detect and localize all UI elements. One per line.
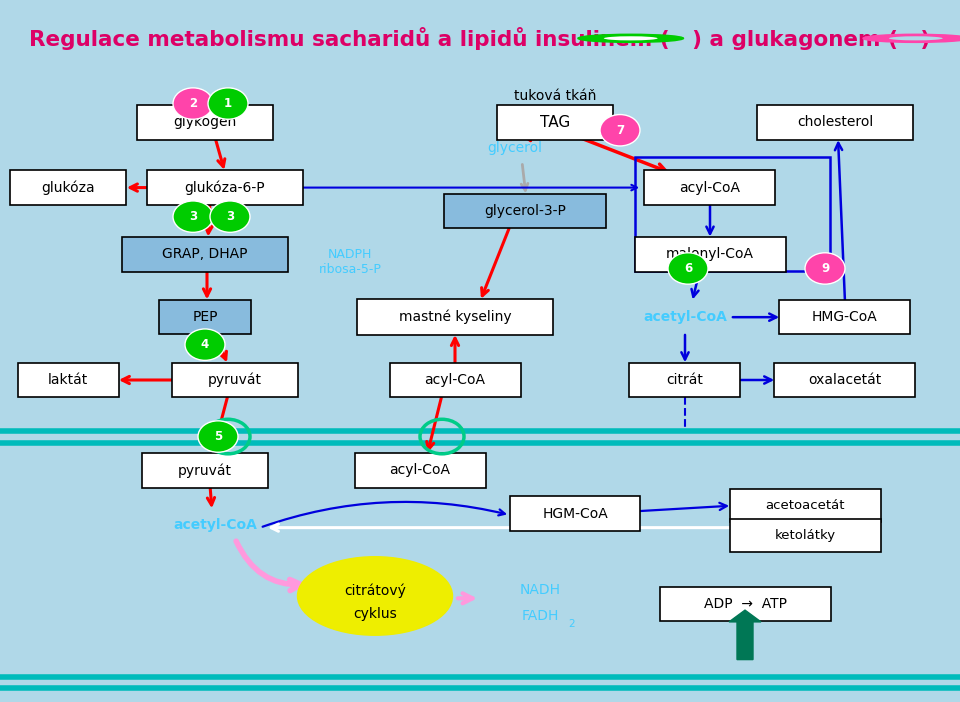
FancyBboxPatch shape xyxy=(497,105,613,140)
FancyBboxPatch shape xyxy=(644,171,776,205)
FancyBboxPatch shape xyxy=(17,363,118,397)
Text: 4: 4 xyxy=(201,338,209,351)
Text: ADP  →  ATP: ADP → ATP xyxy=(704,597,786,611)
Text: 3: 3 xyxy=(189,210,197,223)
Circle shape xyxy=(604,37,658,41)
Text: acetyl-CoA: acetyl-CoA xyxy=(173,518,257,532)
Text: citrátový: citrátový xyxy=(344,583,406,597)
Text: NADH: NADH xyxy=(519,583,561,597)
Text: 2: 2 xyxy=(568,619,575,629)
FancyBboxPatch shape xyxy=(780,300,910,334)
FancyBboxPatch shape xyxy=(730,519,880,552)
Circle shape xyxy=(198,420,238,452)
FancyBboxPatch shape xyxy=(730,489,880,522)
FancyBboxPatch shape xyxy=(444,194,606,228)
Text: acetyl-CoA: acetyl-CoA xyxy=(643,310,727,324)
Text: FADH: FADH xyxy=(521,609,559,623)
Text: cholesterol: cholesterol xyxy=(797,115,874,129)
FancyBboxPatch shape xyxy=(660,587,830,621)
Circle shape xyxy=(208,88,248,119)
Text: acyl-CoA: acyl-CoA xyxy=(390,463,450,477)
Text: HGM-CoA: HGM-CoA xyxy=(542,507,608,520)
Text: glycerol-3-P: glycerol-3-P xyxy=(484,204,566,218)
Text: oxalacetát: oxalacetát xyxy=(808,373,881,387)
Text: HMG-CoA: HMG-CoA xyxy=(812,310,877,324)
Text: 2: 2 xyxy=(189,97,197,110)
Text: mastné kyseliny: mastné kyseliny xyxy=(398,310,512,324)
Text: PEP: PEP xyxy=(192,310,218,324)
FancyBboxPatch shape xyxy=(630,363,740,397)
Text: acyl-CoA: acyl-CoA xyxy=(680,180,740,194)
FancyBboxPatch shape xyxy=(10,171,126,205)
FancyBboxPatch shape xyxy=(354,453,486,488)
Text: 3: 3 xyxy=(226,210,234,223)
FancyBboxPatch shape xyxy=(142,453,268,488)
Text: 9: 9 xyxy=(821,262,829,275)
Text: acyl-CoA: acyl-CoA xyxy=(424,373,486,387)
Circle shape xyxy=(668,253,708,284)
FancyBboxPatch shape xyxy=(775,363,916,397)
FancyBboxPatch shape xyxy=(122,237,288,272)
Text: glukóza-6-P: glukóza-6-P xyxy=(184,180,265,195)
Text: glycerol: glycerol xyxy=(488,141,542,155)
Text: malonyl-CoA: malonyl-CoA xyxy=(666,247,754,261)
Text: 6: 6 xyxy=(684,262,692,275)
Circle shape xyxy=(210,201,250,232)
Text: 5: 5 xyxy=(214,430,222,443)
Text: tuková tkáň: tuková tkáň xyxy=(514,88,596,102)
Text: glykogen: glykogen xyxy=(174,115,236,129)
FancyArrow shape xyxy=(729,610,761,660)
Text: 1: 1 xyxy=(224,97,232,110)
FancyBboxPatch shape xyxy=(159,300,251,334)
Text: Regulace metabolismu sacharidů a lipidů insulinem (   ) a glukagonem (   ): Regulace metabolismu sacharidů a lipidů … xyxy=(30,27,930,50)
Circle shape xyxy=(185,329,225,360)
Text: pyruvát: pyruvát xyxy=(208,373,262,388)
FancyBboxPatch shape xyxy=(510,496,640,531)
FancyBboxPatch shape xyxy=(390,363,520,397)
Text: ketolátky: ketolátky xyxy=(775,529,835,542)
Text: citrát: citrát xyxy=(666,373,704,387)
Circle shape xyxy=(889,37,943,41)
FancyBboxPatch shape xyxy=(635,237,785,272)
Text: NADPH
ribosa-5-P: NADPH ribosa-5-P xyxy=(319,249,381,276)
Ellipse shape xyxy=(298,557,452,635)
FancyBboxPatch shape xyxy=(137,105,273,140)
Circle shape xyxy=(600,114,640,146)
Text: TAG: TAG xyxy=(540,115,570,130)
Circle shape xyxy=(578,34,684,42)
Text: pyruvát: pyruvát xyxy=(178,463,232,477)
Text: glukóza: glukóza xyxy=(41,180,95,195)
FancyBboxPatch shape xyxy=(172,363,298,397)
Text: acetoacetát: acetoacetát xyxy=(765,499,845,512)
Circle shape xyxy=(173,88,213,119)
Text: GRAP, DHAP: GRAP, DHAP xyxy=(162,247,248,261)
FancyBboxPatch shape xyxy=(757,105,913,140)
Circle shape xyxy=(173,201,213,232)
Circle shape xyxy=(805,253,845,284)
FancyBboxPatch shape xyxy=(147,171,303,205)
Text: cyklus: cyklus xyxy=(353,607,396,621)
Text: 7: 7 xyxy=(616,124,624,137)
Circle shape xyxy=(863,34,960,42)
Text: laktát: laktát xyxy=(48,373,88,387)
FancyBboxPatch shape xyxy=(357,299,553,336)
